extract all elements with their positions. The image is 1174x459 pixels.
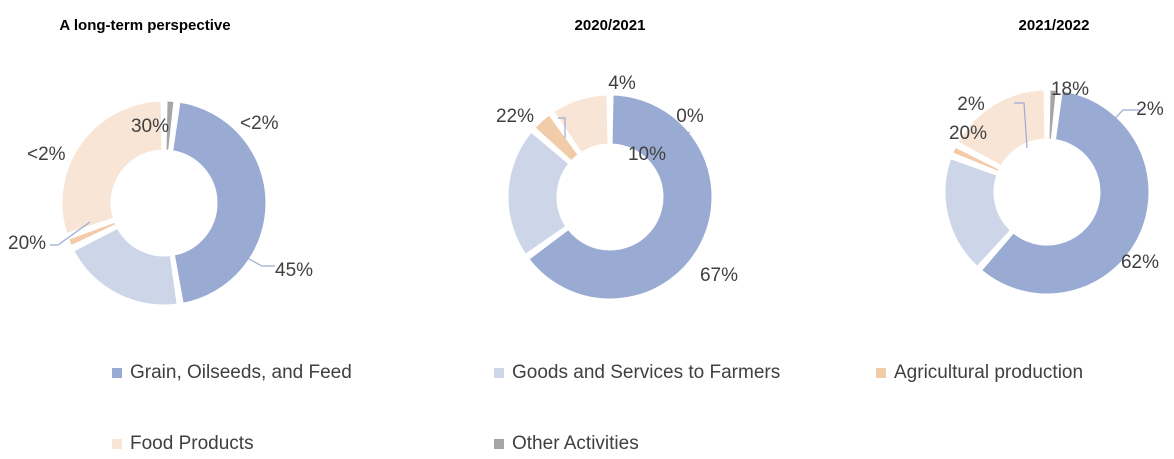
donut-chart-3: 2021/2022 62% 20% 2% 18% 2% (942, 17, 1164, 297)
legend-swatch (876, 368, 886, 378)
leader-line (1014, 102, 1028, 149)
chart-title: 2020/2021 (575, 17, 646, 34)
legend-item-grain: Grain, Oilseeds, and Feed (112, 362, 352, 384)
data-label-other: 0% (676, 106, 704, 127)
data-label-agri: 2% (957, 94, 985, 115)
legend-item-agri: Agricultural production (876, 362, 1083, 384)
legend-item-other: Other Activities (494, 433, 639, 455)
data-label-agri: <2% (27, 144, 66, 165)
legend-swatch (112, 368, 122, 378)
leader-line (220, 243, 275, 267)
leader-line (50, 221, 91, 246)
donut-slice-goods (70, 224, 180, 308)
legend-label: Grain, Oilseeds, and Feed (130, 362, 352, 383)
donut-slice-agri (65, 219, 119, 249)
legend-label: Goods and Services to Farmers (512, 362, 781, 383)
data-label-agri: 4% (608, 73, 636, 94)
donut-slice-food (954, 87, 1048, 169)
donut-slice-food (550, 92, 611, 156)
legend-swatch (112, 439, 122, 449)
donut-slice-goods (942, 155, 1014, 270)
legend-swatch (494, 439, 504, 449)
donut-chart-2: 2020/2021 67% 22% 4% 10% 0% (496, 17, 738, 302)
donut-slice-agri (531, 111, 582, 165)
chart-title: 2021/2022 (1019, 17, 1090, 34)
data-label-other: 2% (1136, 99, 1164, 120)
data-label-goods: 20% (8, 233, 46, 254)
leader-line (1105, 109, 1140, 129)
donut-slice-grain (525, 92, 715, 302)
donut-slice-grain (978, 88, 1152, 297)
donut-slice-other (163, 98, 177, 153)
legend-item-goods: Goods and Services to Farmers (494, 362, 780, 384)
data-label-goods: 22% (496, 106, 534, 127)
legend-label: Food Products (130, 433, 254, 454)
data-label-food: 18% (1051, 79, 1089, 100)
legend-label: Other Activities (512, 433, 639, 454)
data-label-other: <2% (240, 113, 279, 134)
chart-title: A long-term perspective (59, 17, 230, 34)
donut-slice-food (59, 98, 165, 237)
data-label-food: 10% (628, 144, 666, 165)
leader-line (558, 117, 566, 138)
data-label-grain: 62% (1121, 252, 1159, 273)
donut-chart-1: A long-term perspective 45% 20% <2% 30% <2% (8, 17, 313, 308)
donut-slice-goods (505, 128, 573, 258)
donut-slice-grain (169, 99, 269, 307)
legend-label: Agricultural production (894, 362, 1084, 383)
legend-item-food: Food Products (112, 433, 254, 455)
donut-slice-other (1046, 87, 1060, 142)
donut-slice-agri (949, 143, 1003, 175)
data-label-grain: 45% (275, 260, 313, 281)
data-label-goods: 20% (949, 123, 987, 144)
leader-line (663, 131, 691, 149)
legend-swatch (494, 368, 504, 378)
data-label-grain: 67% (700, 265, 738, 286)
data-label-food: 30% (131, 116, 169, 137)
